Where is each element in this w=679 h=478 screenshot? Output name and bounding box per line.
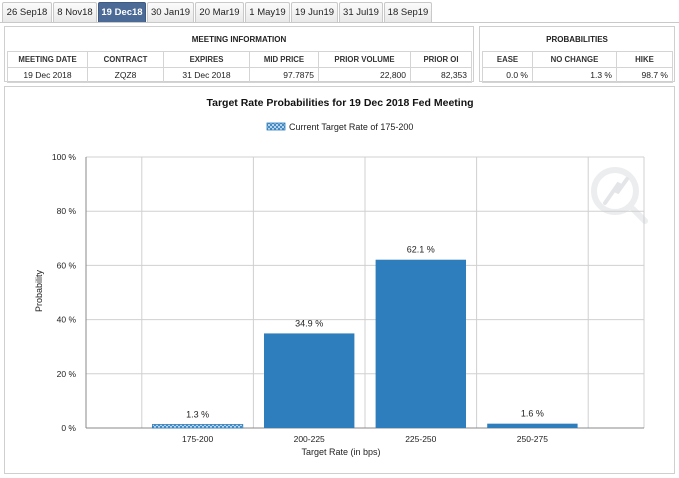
meeting-date-header: MEETING DATE [7, 51, 88, 68]
probabilities-header-row: EASE NO CHANGE HIKE [482, 51, 673, 68]
y-tick-label: 0 % [61, 423, 76, 433]
chart-panel: Target Rate Probabilities for 19 Dec 201… [4, 86, 675, 474]
tab-30-jan19[interactable]: 30 Jan19 [147, 2, 194, 22]
prior-oi-value: 82,353 [410, 67, 472, 83]
expires-value: 31 Dec 2018 [163, 67, 250, 83]
meeting-date-value: 19 Dec 2018 [7, 67, 88, 83]
legend-swatch [266, 122, 286, 131]
bar-200-225 [264, 333, 355, 428]
probability-chart: Target Rate Probabilities for 19 Dec 201… [34, 97, 648, 457]
meeting-information-table: MEETING DATE CONTRACT EXPIRES MID PRICE … [7, 51, 472, 83]
meeting-information-header-row: MEETING DATE CONTRACT EXPIRES MID PRICE … [7, 51, 472, 68]
legend-label: Current Target Rate of 175-200 [289, 122, 413, 132]
meeting-information-value-row: 19 Dec 2018 ZQZ8 31 Dec 2018 97.7875 22,… [7, 67, 472, 83]
tab-20-mar19[interactable]: 20 Mar19 [195, 2, 244, 22]
bar-225-250 [375, 259, 466, 428]
tab-1-may19[interactable]: 1 May19 [245, 2, 290, 22]
prior-volume-value: 22,800 [318, 67, 411, 83]
tab-18-sep19[interactable]: 18 Sep19 [384, 2, 432, 22]
contract-header: CONTRACT [87, 51, 164, 68]
y-tick-label: 60 % [57, 260, 77, 270]
chart-bars [152, 259, 578, 429]
x-tick-label: 225-250 [405, 434, 436, 444]
tab-8-nov18[interactable]: 8 Nov18 [53, 2, 97, 22]
ease-value: 0.0 % [482, 67, 533, 83]
no-change-value: 1.3 % [532, 67, 617, 83]
tabs-divider [0, 22, 679, 23]
tab-31-jul19[interactable]: 31 Jul19 [339, 2, 383, 22]
probabilities-table: EASE NO CHANGE HIKE 0.0 % 1.3 % 98.7 % [482, 51, 673, 83]
bar-value-label: 1.6 % [521, 409, 544, 419]
bar-value-label: 34.9 % [295, 318, 323, 328]
bar-175-200 [152, 424, 244, 429]
x-tick-label: 200-225 [294, 434, 325, 444]
mid-price-header: MID PRICE [249, 51, 319, 68]
y-tick-label: 20 % [57, 369, 77, 379]
tab-26-sep18[interactable]: 26 Sep18 [2, 2, 52, 22]
bar-value-label: 1.3 % [186, 409, 209, 419]
x-tick-label: 175-200 [182, 434, 213, 444]
chart-gridlines [86, 156, 645, 429]
probabilities-title: PROBABILITIES [546, 35, 608, 44]
y-axis-title: Probability [34, 269, 44, 312]
ease-header: EASE [482, 51, 533, 68]
bar-250-275 [487, 423, 578, 428]
contract-value: ZQZ8 [87, 67, 164, 83]
meeting-information-panel: MEETING INFORMATION MEETING DATE CONTRAC… [4, 26, 474, 83]
y-tick-label: 40 % [57, 315, 77, 325]
meeting-tabs: 26 Sep18 8 Nov18 19 Dec18 30 Jan19 20 Ma… [0, 0, 679, 24]
meeting-information-title: MEETING INFORMATION [191, 35, 287, 44]
hike-header: HIKE [616, 51, 673, 68]
bar-value-label: 62.1 % [407, 245, 435, 255]
no-change-header: NO CHANGE [532, 51, 617, 68]
mid-price-value: 97.7875 [249, 67, 319, 83]
x-axis-title: Target Rate (in bps) [301, 447, 380, 457]
chart-labels: 0 % 20 % 40 % 60 % 80 % 100 % 1.3 % 175-200 34.9… [52, 152, 548, 444]
expires-header: EXPIRES [163, 51, 250, 68]
probabilities-value-row: 0.0 % 1.3 % 98.7 % [482, 67, 673, 83]
watermark-logo [591, 167, 648, 224]
probabilities-panel: PROBABILITIES EASE NO CHANGE HIKE 0.0 % … [479, 26, 675, 83]
hike-value: 98.7 % [616, 67, 673, 83]
prior-volume-header: PRIOR VOLUME [318, 51, 411, 68]
chart-title: Target Rate Probabilities for 19 Dec 201… [206, 97, 473, 109]
tab-19-jun19[interactable]: 19 Jun19 [291, 2, 338, 22]
y-tick-label: 100 % [52, 152, 77, 162]
prior-oi-header: PRIOR OI [410, 51, 472, 68]
y-tick-label: 80 % [57, 206, 77, 216]
chart-legend: Current Target Rate of 175-200 [266, 122, 413, 132]
tab-19-dec18[interactable]: 19 Dec18 [98, 2, 146, 22]
x-tick-label: 250-275 [517, 434, 548, 444]
